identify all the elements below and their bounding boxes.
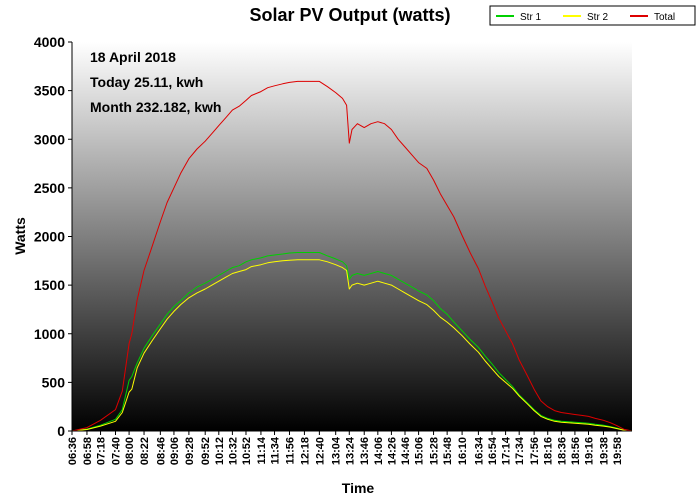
series-line-total <box>71 80 633 432</box>
x-tick-label: 12:40 <box>314 437 326 465</box>
y-tick-label: 1500 <box>34 277 65 293</box>
annotation-text: Today 25.11, kwh <box>90 74 203 90</box>
series-lines <box>71 80 633 432</box>
x-tick-label: 07:40 <box>110 437 122 465</box>
x-tick-label: 19:16 <box>584 437 596 465</box>
y-tick-label: 3000 <box>34 131 65 147</box>
legend-box <box>489 5 696 26</box>
y-axis-label: Watts <box>12 217 28 255</box>
legend-entry: Total <box>654 12 675 23</box>
x-tick-label: 13:46 <box>359 437 371 465</box>
legend: Str 1 Str 2 Total <box>489 5 696 26</box>
x-tick-label: 17:14 <box>501 436 513 465</box>
y-tick-label: 4000 <box>34 34 65 50</box>
chart-title: Solar PV Output (watts) <box>249 5 450 25</box>
x-tick-label: 16:54 <box>487 436 499 465</box>
x-tick-label: 15:48 <box>442 437 454 465</box>
x-tick-label: 16:34 <box>473 436 485 465</box>
x-tick-label: 10:32 <box>227 437 239 465</box>
x-tick-label: 09:52 <box>200 437 212 465</box>
x-tick-label: 17:34 <box>514 436 526 465</box>
x-tick-label: 12:18 <box>299 437 311 465</box>
x-tick-label: 18:36 <box>556 437 568 465</box>
x-tick-label: 18:56 <box>570 437 582 465</box>
x-tick-label: 14:06 <box>373 437 385 465</box>
x-axis: 06:36 06:58 07:18 07:40 08:00 08:22 08:46 09:06… <box>67 430 632 465</box>
annotation-text: 18 April 2018 <box>90 49 176 65</box>
x-tick-label: 11:56 <box>284 437 296 465</box>
plot-area <box>72 42 632 431</box>
x-tick-label: 08:46 <box>155 437 167 465</box>
legend-entry: Str 2 <box>587 12 609 23</box>
y-tick-label: 2000 <box>34 229 65 245</box>
x-tick-label: 19:38 <box>598 437 610 465</box>
x-tick-label: 09:28 <box>184 437 196 465</box>
x-tick-label: 18:16 <box>543 437 555 465</box>
x-tick-label: 15:06 <box>414 437 426 465</box>
series-line-str-2 <box>71 259 633 432</box>
x-tick-label: 06:58 <box>82 437 94 465</box>
x-tick-label: 07:18 <box>96 437 108 465</box>
x-tick-label: 10:52 <box>241 437 253 465</box>
y-tick-label: 1000 <box>34 326 65 342</box>
annotation-text: Month 232.182, kwh <box>90 99 221 115</box>
y-tick-label: 2500 <box>34 180 65 196</box>
series-line-str-1 <box>71 252 633 432</box>
y-axis: 0 500 1000 1500 2000 2500 3000 3500 4000 <box>34 34 73 439</box>
y-tick-label: 500 <box>42 374 66 390</box>
x-tick-label: 15:28 <box>429 437 441 465</box>
x-tick-label: 13:24 <box>344 436 356 465</box>
x-tick-label: 10:12 <box>214 437 226 465</box>
x-tick-label: 09:06 <box>169 437 181 465</box>
x-tick-label: 19:58 <box>612 437 624 465</box>
y-tick-label: 3500 <box>34 83 65 99</box>
x-tick-label: 16:10 <box>457 437 469 465</box>
y-tick-label: 0 <box>57 423 65 439</box>
x-tick-label: 08:00 <box>124 437 136 465</box>
x-tick-label: 14:26 <box>386 437 398 465</box>
annotations: 18 April 2018 Today 25.11, kwh Month 232.1… <box>90 49 221 115</box>
x-tick-label: 11:14 <box>256 436 268 464</box>
x-tick-label: 11:34 <box>270 436 282 464</box>
x-axis-label: Time <box>342 480 375 496</box>
x-tick-label: 08:22 <box>139 437 151 465</box>
legend-entry: Str 1 <box>520 12 542 23</box>
x-tick-label: 17:56 <box>529 437 541 465</box>
x-tick-label: 14:46 <box>400 437 412 465</box>
x-tick-label: 06:36 <box>67 437 79 465</box>
x-tick-label: 13:04 <box>331 436 343 465</box>
